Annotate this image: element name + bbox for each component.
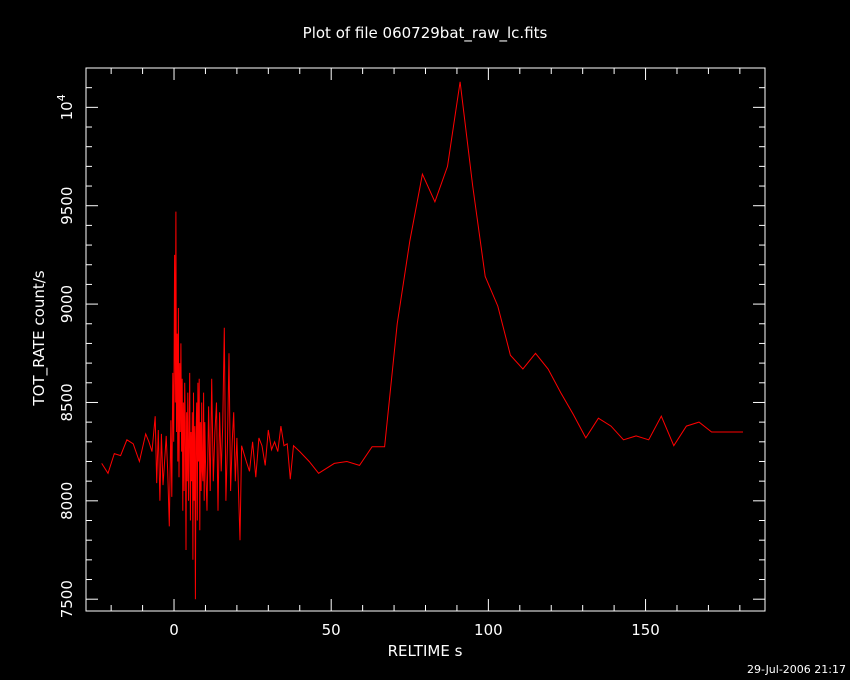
x-tick-label: 50 [322,621,341,639]
y-tick-label: 9500 [58,187,76,225]
x-tick-label: 0 [169,621,179,639]
y-axis-label: TOT_RATE count/s [30,270,49,406]
footer-timestamp: 29-Jul-2006 21:17 [747,663,846,676]
y-tick-label: 9000 [58,285,76,323]
plot-frame [85,67,766,612]
x-tick-label: 100 [474,621,503,639]
axis-ticks [86,68,765,611]
series-layer [101,81,743,600]
y-tick-label-power: 104 [55,94,76,120]
series-line [101,81,743,600]
tick-labels: 0 50 100 150 7500 8000 8500 9000 9500 104 [55,94,660,639]
x-axis-label: RELTIME s [388,642,463,660]
y-tick-label: 8000 [58,482,76,520]
chart-title: Plot of file 060729bat_raw_lc.fits [303,24,548,43]
y-tick-label: 8500 [58,383,76,421]
y-tick-label: 7500 [58,580,76,618]
x-tick-label: 150 [631,621,660,639]
